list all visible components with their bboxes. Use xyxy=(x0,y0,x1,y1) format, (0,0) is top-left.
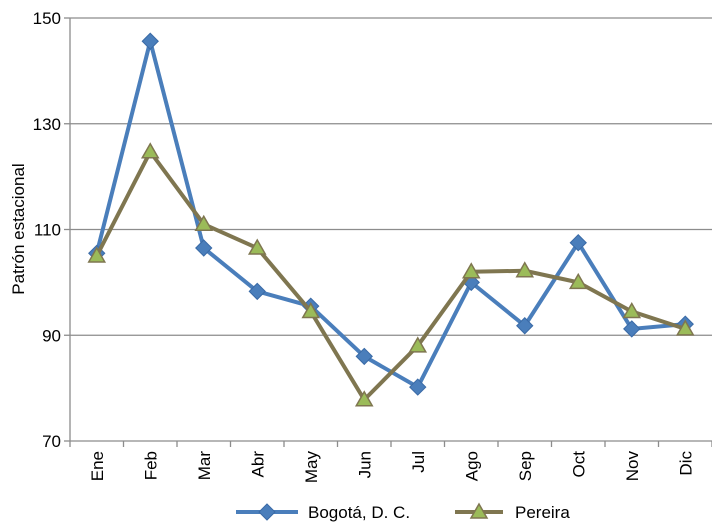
axes xyxy=(64,17,712,447)
x-tick-label: Mar xyxy=(195,451,214,481)
data-point-marker xyxy=(140,142,160,159)
data-point-marker xyxy=(568,272,588,290)
data-point-marker xyxy=(623,320,641,338)
data-point-marker xyxy=(569,234,587,252)
y-tick-label: 110 xyxy=(34,221,61,240)
x-tick-label: Dic xyxy=(676,451,695,476)
data-point-marker xyxy=(87,246,107,263)
data-point-marker xyxy=(247,238,267,255)
data-point-marker xyxy=(409,378,427,396)
x-tick-label: Nov xyxy=(623,451,642,482)
legend-marker xyxy=(258,503,276,521)
y-tick-label: 90 xyxy=(42,326,61,345)
data-point-marker xyxy=(408,336,428,353)
legend-item: Pereira xyxy=(455,502,570,522)
x-tick-label: Ago xyxy=(462,451,481,481)
legend-label: Bogotá, D. C. xyxy=(308,503,410,522)
series-pereira xyxy=(87,142,695,407)
data-point-marker xyxy=(354,390,374,407)
x-tick-label: Abr xyxy=(248,451,267,478)
y-tick-label: 130 xyxy=(33,115,61,134)
gridlines xyxy=(70,17,712,336)
data-point-marker xyxy=(622,301,642,319)
legend-marker xyxy=(469,502,489,519)
x-tick-label: Oct xyxy=(569,451,588,478)
y-tick-label: 70 xyxy=(42,432,61,451)
y-tick-label: 150 xyxy=(33,9,61,28)
data-point-marker xyxy=(675,319,695,336)
data-point-marker xyxy=(301,301,321,319)
data-point-marker xyxy=(515,261,535,278)
legend-item: Bogotá, D. C. xyxy=(236,503,410,522)
data-point-marker xyxy=(248,282,266,301)
series-line xyxy=(94,149,686,402)
y-tick-labels: 70 90 110 130 150 xyxy=(33,9,61,451)
x-tick-labels: Ene Feb Mar Abr May Jun Jul Ago Sep Oct Nov Dic xyxy=(88,451,696,484)
data-point-marker xyxy=(516,317,534,335)
data-point-marker xyxy=(194,214,214,231)
series-bogota xyxy=(88,32,694,396)
x-tick-label: Ene xyxy=(88,451,107,481)
x-tick-label: Jul xyxy=(409,451,428,473)
data-point-marker xyxy=(141,32,159,50)
data-point-marker xyxy=(461,262,481,279)
x-tick-label: May xyxy=(302,451,321,484)
data-point-marker xyxy=(195,239,213,257)
x-tick-label: Feb xyxy=(141,451,160,480)
x-tick-label: Sep xyxy=(516,451,535,481)
x-tick-label: Jun xyxy=(355,451,374,478)
series-layer xyxy=(87,32,695,407)
legend: Bogotá, D. C. Pereira xyxy=(236,502,570,522)
y-axis-title: Patrón estacional xyxy=(9,163,28,294)
data-point-marker xyxy=(355,347,373,366)
legend-label: Pereira xyxy=(515,503,570,522)
